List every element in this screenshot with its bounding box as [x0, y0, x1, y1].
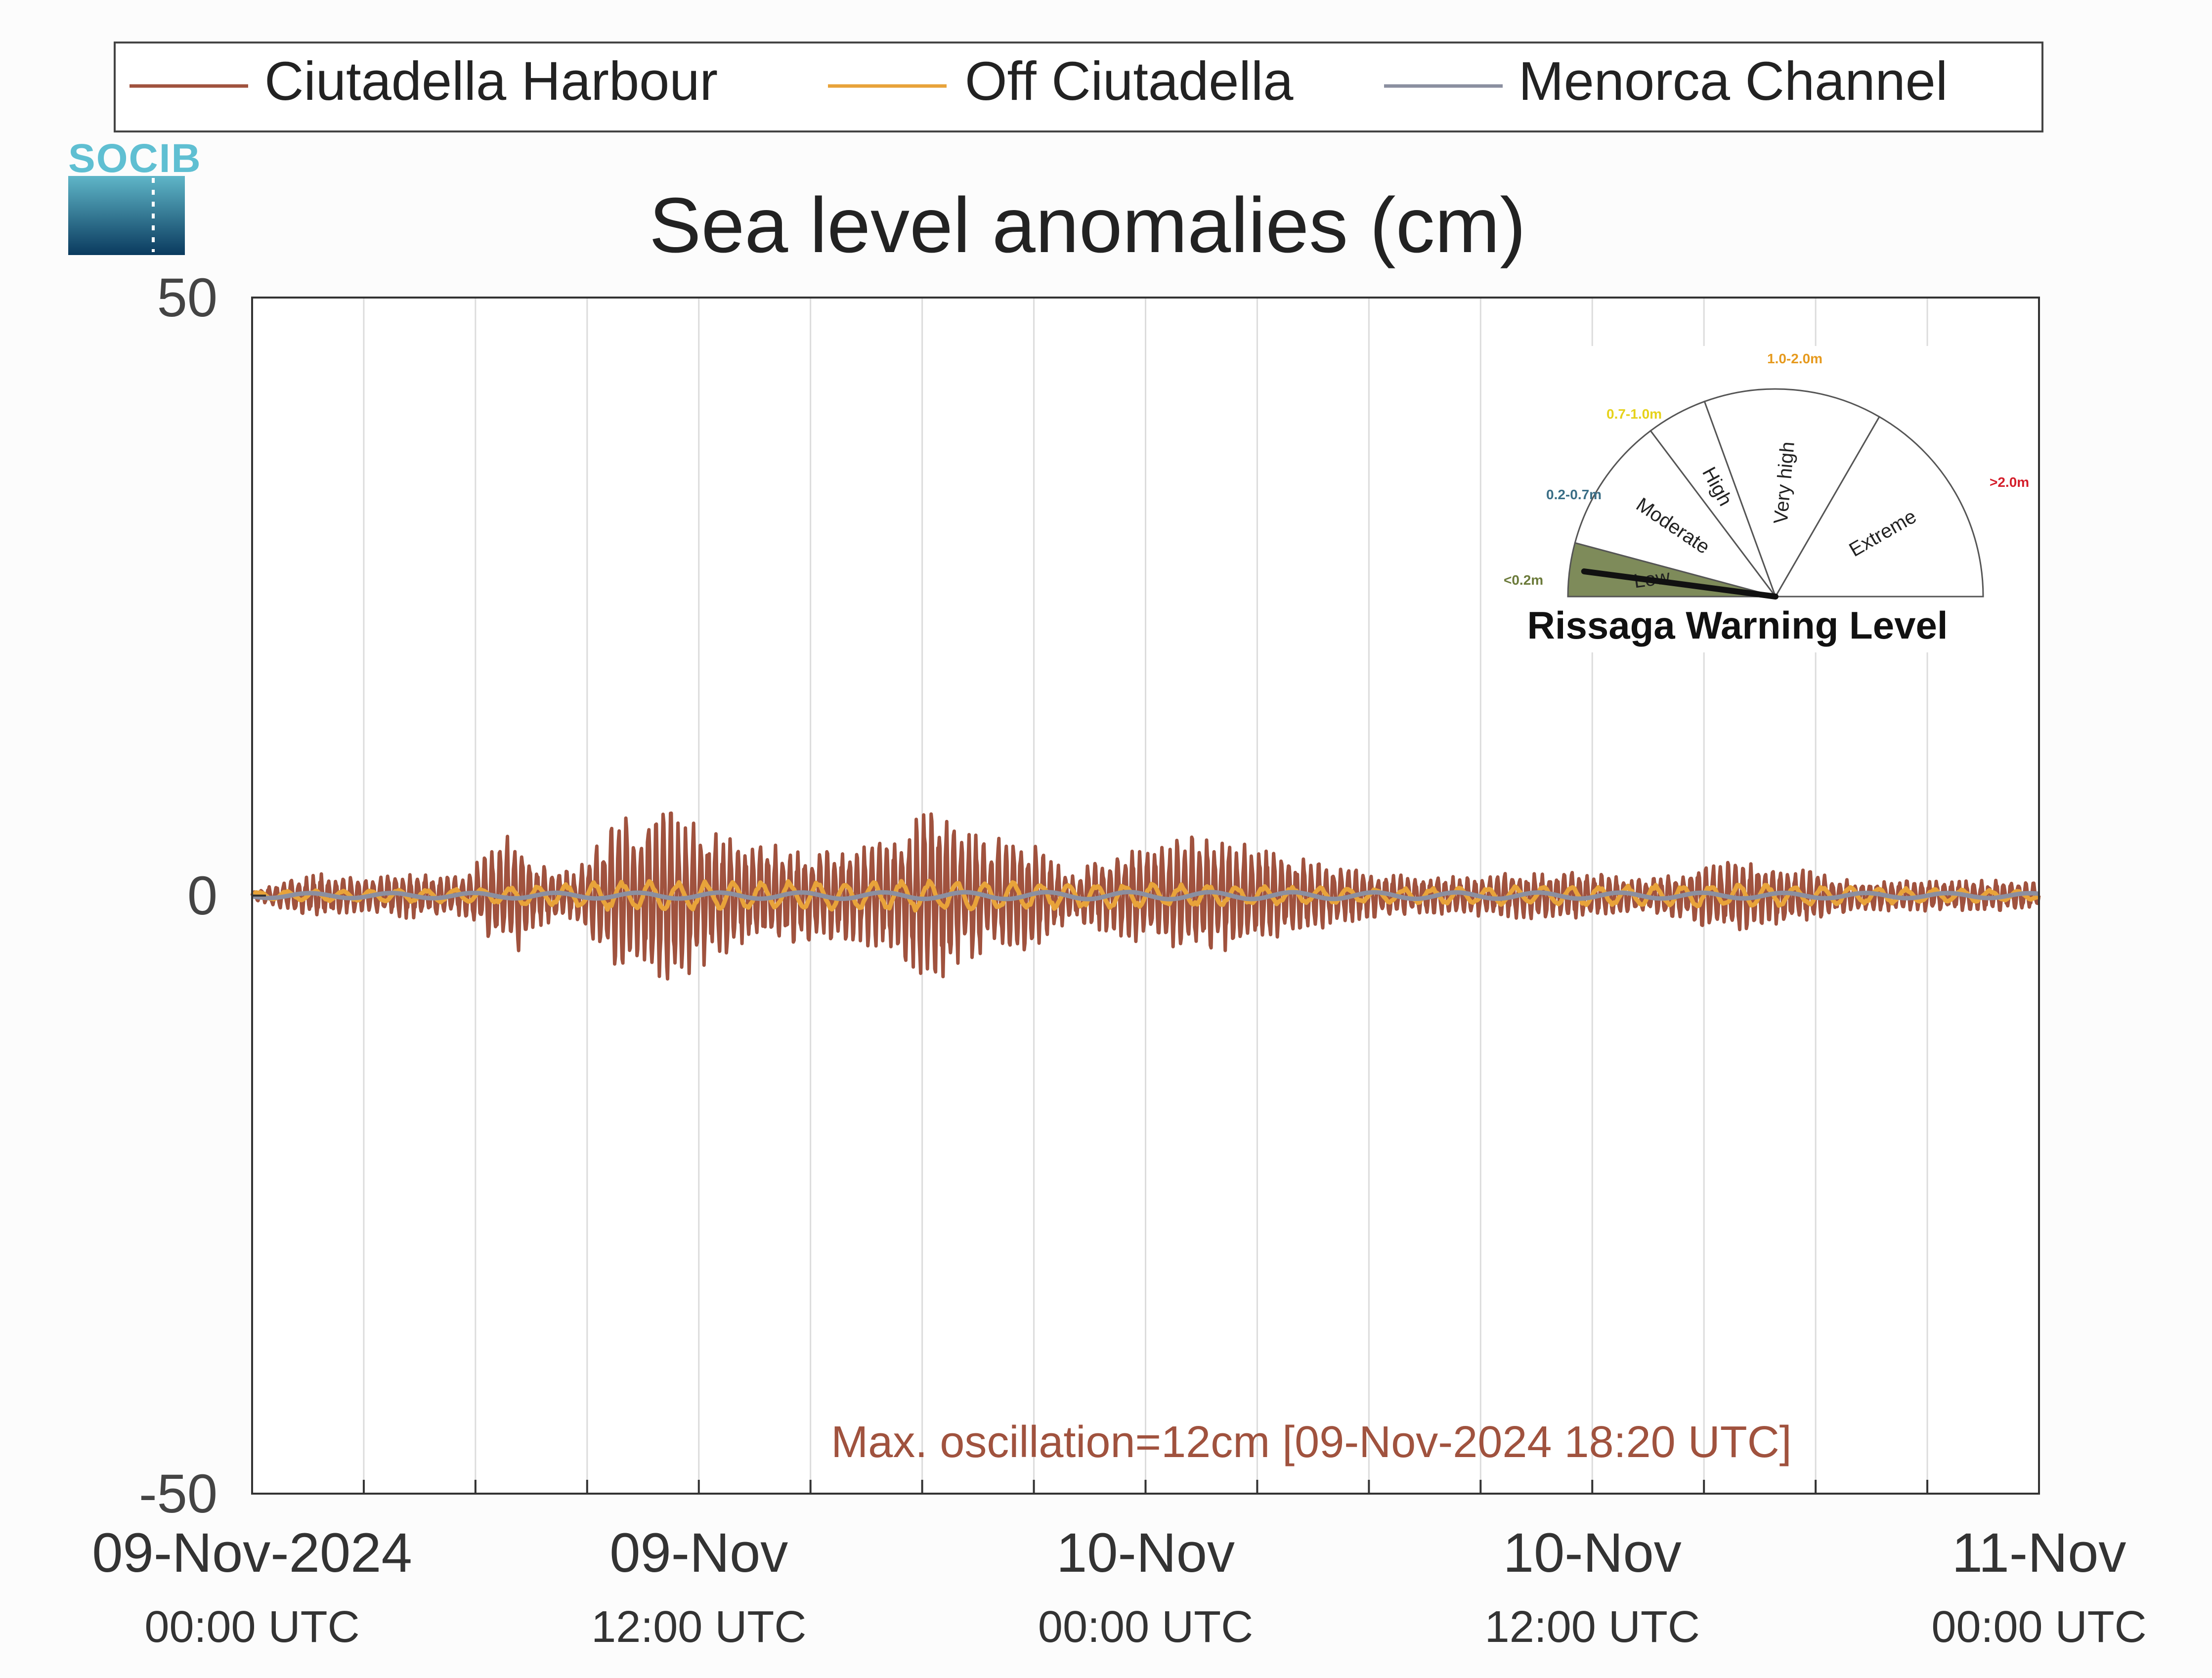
gauge-sector-moderate	[1574, 430, 1778, 598]
x-tick-label: 09-Nov	[609, 1522, 788, 1584]
x-tick-sublabel: 12:00 UTC	[591, 1602, 806, 1652]
socib-logo-block	[68, 176, 185, 255]
y-tick-label: -50	[139, 1463, 217, 1524]
gauge-sectors: Low<0.2mModerate0.2-0.7mHigh0.7-1.0mVery…	[1504, 351, 2029, 600]
gauge-range-label: 0.7-1.0m	[1606, 406, 1662, 422]
x-tick-label: 10-Nov	[1056, 1522, 1235, 1584]
y-axis: -50 0 50	[139, 267, 266, 1524]
series-line-menorca-channel	[252, 890, 2039, 902]
socib-logo: SOCIB	[68, 136, 202, 255]
x-tick-label: 09-Nov-2024	[92, 1522, 412, 1584]
series-layer	[250, 811, 2041, 981]
x-tick-sublabel: 00:00 UTC	[144, 1602, 359, 1652]
gauge-title: Rissaga Warning Level	[1527, 603, 1948, 647]
x-tick-sublabel: 12:00 UTC	[1485, 1602, 1700, 1652]
gauge-range-label: 1.0-2.0m	[1767, 351, 1822, 366]
y-tick-label: 50	[157, 267, 217, 328]
socib-logo-text: SOCIB	[68, 136, 202, 181]
gauge-sector-very-high	[1703, 388, 1881, 599]
gauge-needle	[1581, 568, 1778, 600]
gauge-range-label: 0.2-0.7m	[1546, 487, 1602, 502]
chart-title: Sea level anomalies (cm)	[649, 182, 1526, 269]
gauge-sector-extreme	[1774, 416, 1984, 598]
rissaga-gauge: Low<0.2mModerate0.2-0.7mHigh0.7-1.0mVery…	[1488, 346, 2029, 652]
x-tick-sublabel: 00:00 UTC	[1038, 1602, 1253, 1652]
x-tick-sublabel: 00:00 UTC	[1931, 1602, 2146, 1652]
legend-label-menorca-channel: Menorca Channel	[1518, 51, 1948, 112]
y-tick-label: 0	[187, 865, 217, 926]
gauge-range-label: <0.2m	[1504, 572, 1543, 588]
x-tick-label: 11-Nov	[1952, 1522, 2126, 1584]
x-axis: 09-Nov-2024 00:00 UTC 09-Nov 12:00 UTC 10-No…	[92, 1522, 2146, 1652]
x-tick-label: 10-Nov	[1503, 1522, 1682, 1584]
gauge-range-label: >2.0m	[1990, 474, 2029, 490]
legend-label-off-ciutadella: Off Ciutadella	[965, 51, 1294, 112]
legend: Ciutadella Harbour Off Ciutadella Menorc…	[114, 42, 2043, 132]
legend-label-ciutadella-harbour: Ciutadella Harbour	[264, 51, 718, 112]
legend-box	[114, 42, 2043, 132]
max-oscillation-annotation: Max. oscillation=12cm [09-Nov-2024 18:20…	[831, 1418, 1791, 1467]
